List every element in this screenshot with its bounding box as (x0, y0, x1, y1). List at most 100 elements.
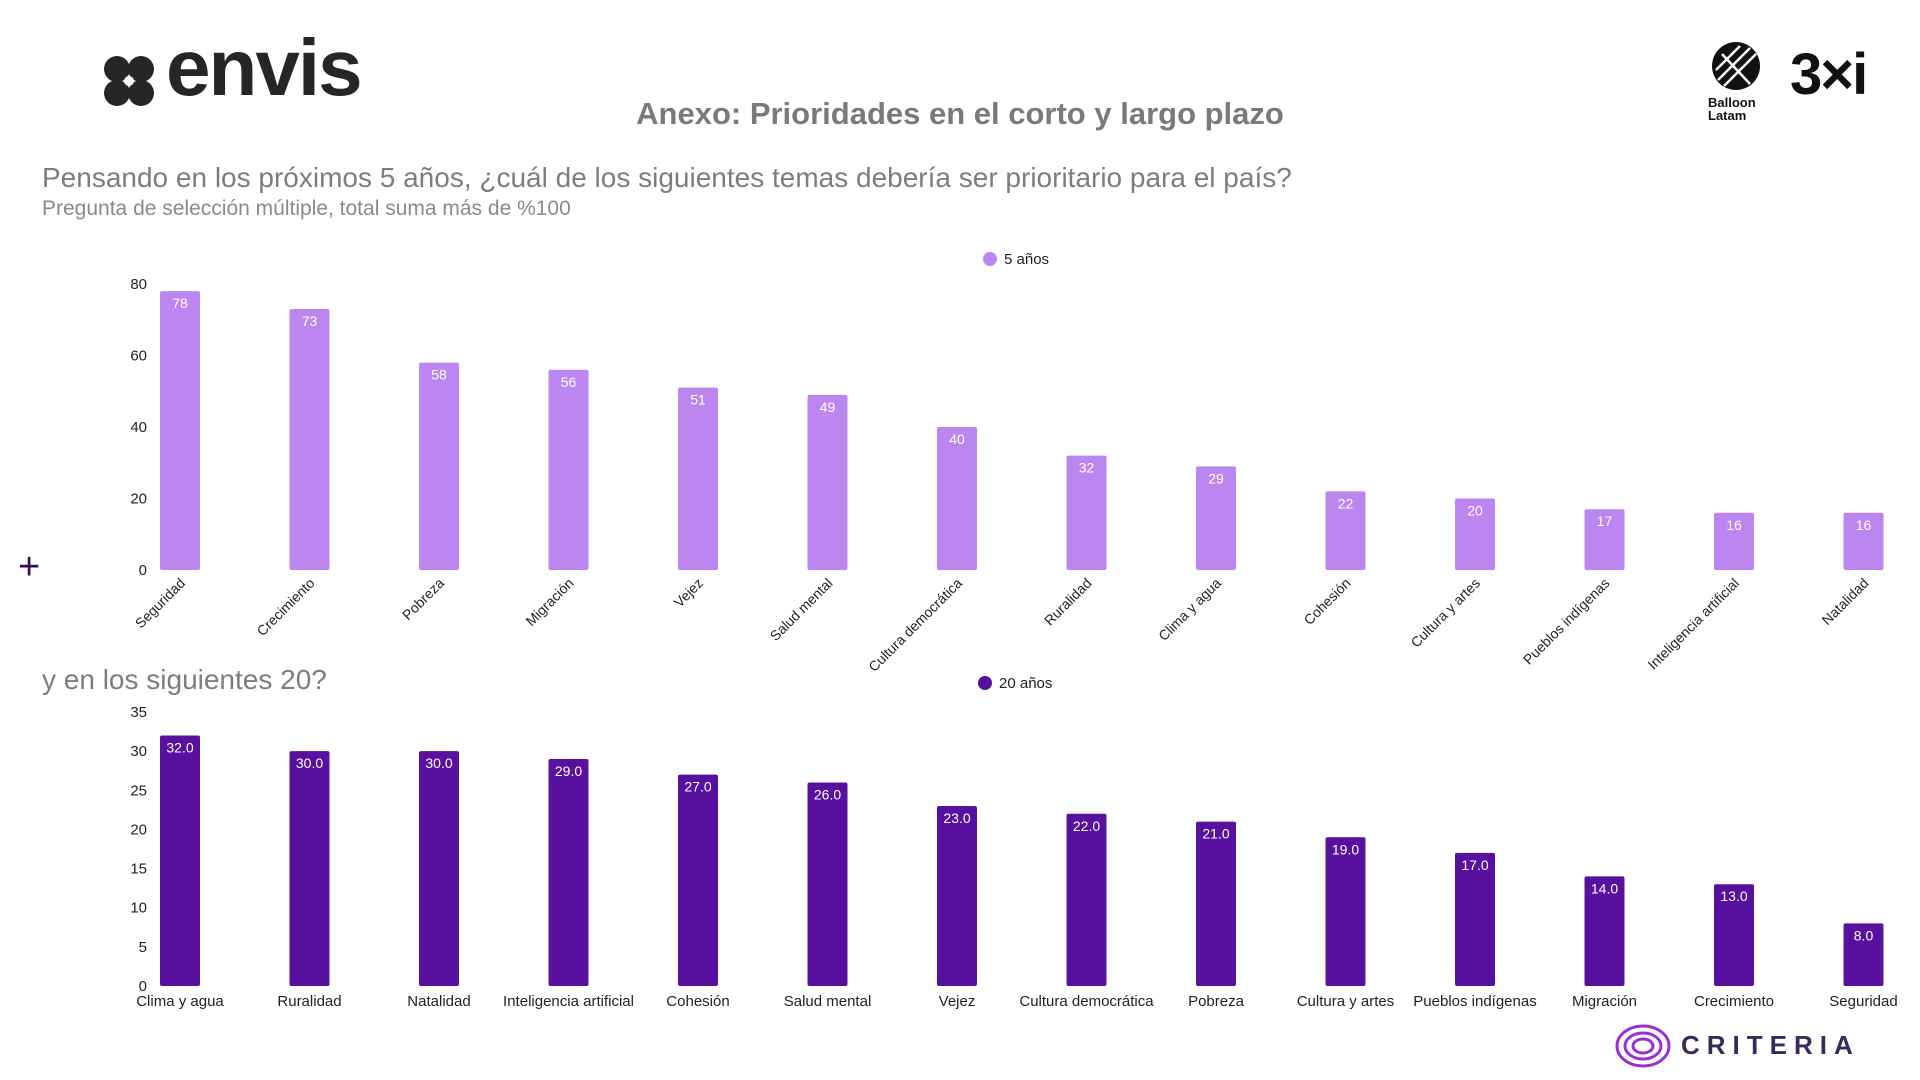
bar-value-label: 56 (561, 374, 577, 390)
bar (1325, 491, 1366, 570)
bar (160, 735, 200, 986)
bar (419, 362, 459, 570)
bar (1455, 852, 1495, 986)
bar-value-label: 73 (302, 313, 318, 329)
x-tick-label: Cohesión (666, 993, 729, 1010)
x-tick-label: Natalidad (1818, 575, 1871, 628)
x-tick-label: Vejez (939, 993, 976, 1010)
x-tick-label: Pueblos indígenas (1520, 575, 1613, 668)
x-tick-label: Pobreza (399, 575, 447, 623)
bar (937, 805, 977, 986)
x-tick-label: Pueblos indígenas (1413, 993, 1536, 1010)
x-tick-label: Inteligencia artificial (503, 993, 634, 1010)
bar (548, 369, 589, 570)
bar-value-label: 13.0 (1720, 888, 1747, 904)
bar (807, 782, 848, 986)
legend-marker (983, 252, 997, 266)
x-tick-label: Inteligencia artificial (1644, 575, 1742, 673)
bar (678, 774, 718, 986)
bar (289, 309, 330, 570)
bar (1843, 923, 1884, 986)
bar-value-label: 19.0 (1332, 841, 1359, 857)
bar-value-label: 32.0 (166, 739, 193, 755)
plus-icon: + (18, 546, 41, 588)
bar (1455, 498, 1495, 570)
bar-value-label: 22.0 (1073, 818, 1100, 834)
bar (678, 387, 718, 570)
x-tick-label: Cultura democrática (865, 575, 965, 675)
3xi-logo: 3×i (1790, 42, 1868, 107)
y-tick-label: 40 (130, 419, 147, 436)
x-tick-label: Natalidad (407, 993, 470, 1010)
y-tick-label: 0 (139, 562, 147, 579)
bar-value-label: 17.0 (1461, 857, 1488, 873)
bar (1066, 455, 1107, 570)
page-title: Anexo: Prioridades en el corto y largo p… (636, 96, 1284, 131)
bar (1196, 466, 1236, 570)
y-tick-label: 5 (139, 939, 147, 956)
y-tick-label: 35 (130, 704, 147, 721)
bar (1843, 512, 1884, 570)
y-tick-label: 25 (130, 782, 147, 799)
criteria-logo: CRITERIA (1614, 1022, 1874, 1070)
bar (807, 394, 848, 570)
x-tick-label: Ruralidad (1041, 575, 1095, 629)
bar-value-label: 23.0 (943, 810, 970, 826)
bar (1714, 512, 1754, 570)
x-tick-label: Cohesión (1300, 575, 1353, 628)
bar-value-label: 51 (690, 392, 706, 408)
bar-value-label: 30.0 (296, 755, 323, 771)
x-tick-label: Salud mental (767, 575, 836, 644)
x-tick-label: Pobreza (1188, 993, 1245, 1010)
y-tick-label: 20 (130, 491, 147, 508)
envis-wordmark: envis (166, 23, 363, 112)
bar-value-label: 27.0 (684, 779, 711, 795)
bar-value-label: 17 (1597, 513, 1613, 529)
bar-value-label: 40 (949, 431, 965, 447)
x-tick-label: Cultura y artes (1407, 575, 1483, 651)
bar-value-label: 29 (1208, 470, 1224, 486)
bar-value-label: 58 (431, 367, 447, 383)
bar (1066, 813, 1107, 986)
x-tick-label: Cultura democrática (1019, 993, 1154, 1010)
x-tick-label: Migración (522, 575, 576, 629)
x-tick-label: Cultura y artes (1297, 993, 1395, 1010)
y-tick-label: 30 (130, 743, 147, 760)
balloon-latam-wordmark: Balloon Latam (1708, 95, 1756, 123)
balloon-globe-icon (1712, 42, 1760, 90)
bar (1584, 509, 1625, 570)
bar-value-label: 29.0 (555, 763, 582, 779)
x-tick-label: Clima y agua (1155, 575, 1224, 644)
bar (937, 427, 977, 570)
bar-value-label: 26.0 (814, 786, 841, 802)
bar-value-label: 14.0 (1591, 880, 1618, 896)
x-tick-label: Crecimiento (1694, 993, 1774, 1010)
bar (1714, 884, 1754, 986)
envis-logo: envis (98, 28, 368, 118)
criteria-wordmark: CRITERIA (1681, 1030, 1860, 1060)
y-tick-label: 60 (130, 348, 147, 365)
x-tick-label: Clima y agua (136, 993, 224, 1010)
y-tick-label: 10 (130, 900, 147, 917)
bar (289, 751, 330, 986)
bar-value-label: 49 (820, 399, 836, 415)
x-tick-label: Migración (1572, 993, 1637, 1010)
bar-value-label: 8.0 (1854, 927, 1874, 943)
legend-label: 20 años (999, 675, 1052, 692)
y-tick-label: 80 (130, 276, 147, 293)
bar-value-label: 22 (1338, 495, 1354, 511)
x-tick-label: Crecimiento (253, 575, 317, 639)
bar-value-label: 78 (172, 295, 188, 311)
bar (548, 758, 589, 986)
x-tick-label: Salud mental (784, 993, 872, 1010)
question-text: Pensando en los próximos 5 años, ¿cuál d… (42, 162, 1292, 193)
chart-5-years: 5 años 0 20 40 60 80 78 Seguridad 73 Crecimiento 5… (130, 251, 1884, 675)
bar (419, 751, 459, 986)
chart-20-years: 20 años 0 5 10 15 20 25 30 35 32.0 Clima y agua 30.… (130, 675, 1897, 1010)
x-tick-label: Seguridad (132, 575, 188, 631)
criteria-ring-icon (1615, 1024, 1671, 1068)
bar (160, 291, 200, 570)
bar-value-label: 30.0 (425, 755, 452, 771)
bar (1196, 821, 1236, 986)
x-tick-label: Ruralidad (277, 993, 341, 1010)
